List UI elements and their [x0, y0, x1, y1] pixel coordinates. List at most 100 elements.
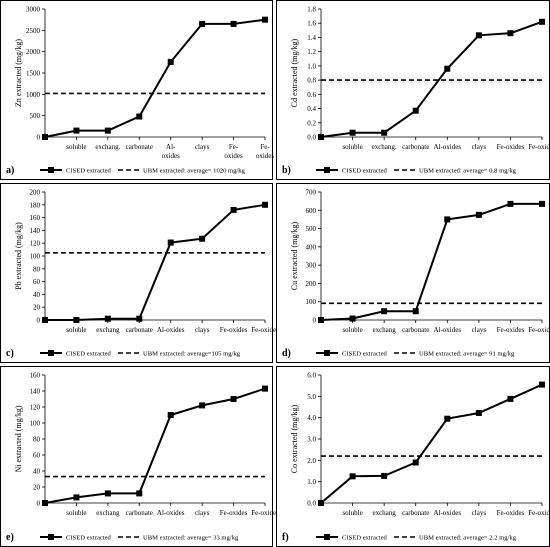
chart-panel-1: 0 500 1000 1500 2000 2500 3000 soluble exchang. c… — [0, 0, 274, 180]
data-point — [381, 129, 388, 136]
legend-label-ubm: UBM extracted: average=105 mg/kg — [143, 351, 241, 358]
y-tick-label: 1500 — [26, 70, 41, 78]
data-point — [167, 58, 174, 65]
x-tick-label: Fe-oxides — [497, 326, 525, 334]
x-tick-label: Fe-oxides — [251, 326, 279, 334]
y-tick-label: 20 — [33, 484, 41, 492]
legend-solid-marker — [48, 350, 54, 356]
data-point — [42, 134, 48, 140]
chart-panel-4: 0 100 200 300 400 500 600 700 soluble exchang carb… — [276, 183, 550, 363]
data-point — [444, 65, 451, 72]
y-tick-label: 160 — [30, 372, 41, 380]
x-tick-label: Al-oxides — [433, 143, 461, 151]
data-point — [262, 16, 268, 23]
y-tick-label: 120 — [30, 404, 41, 412]
panel-label: a) — [6, 165, 14, 176]
data-point — [230, 396, 237, 402]
x-tick-label: carbonate — [402, 326, 429, 334]
legend-label-cised: CISED extracted — [342, 535, 388, 542]
legend-label-cised: CISED extracted — [66, 168, 112, 175]
data-point — [73, 494, 80, 501]
y-axis-label: Cu extracted (mg/kg) — [290, 221, 299, 290]
data-point — [349, 129, 356, 136]
y-tick-label: 100 — [30, 253, 41, 261]
x-tick-label: Fe-oxides — [528, 143, 550, 151]
legend-label-ubm: UBM extracted: average= 33 mg/kg — [143, 535, 239, 542]
x-tick-label: soluble — [66, 509, 86, 517]
panel-label: d) — [282, 348, 291, 359]
data-point — [199, 20, 206, 27]
data-point — [73, 317, 80, 323]
data-point — [73, 127, 80, 134]
legend-solid-marker — [324, 167, 330, 173]
data-point — [539, 381, 545, 388]
y-axis-label: Zn extracted (mg/kg) — [14, 39, 23, 107]
y-tick-label: 600 — [306, 207, 317, 215]
legend-label-cised: CISED extracted — [66, 535, 112, 542]
y-tick-label: 0.6 — [307, 91, 316, 99]
data-point — [318, 317, 324, 323]
x-tick-label: carbonate — [126, 509, 153, 517]
data-point — [539, 18, 545, 25]
x-tick-label: Fe-oxides — [220, 509, 248, 517]
data-point — [539, 200, 545, 207]
panel-border — [276, 183, 550, 363]
y-axis-label: Cd extracted (mg/kg) — [290, 38, 299, 107]
data-point — [349, 315, 356, 322]
data-point — [262, 201, 268, 208]
data-point — [318, 134, 324, 140]
legend-solid-marker — [48, 534, 54, 540]
y-tick-label: 300 — [306, 262, 317, 270]
y-axis-label: Pb extracted (mg/kg) — [14, 222, 23, 290]
data-point — [199, 235, 206, 242]
x-tick-label: clays — [195, 326, 210, 334]
x-tick-label: oxides — [224, 152, 243, 160]
y-tick-label: 1000 — [26, 91, 41, 99]
y-tick-label: 5.0 — [307, 393, 316, 401]
x-tick-label: clays — [472, 326, 487, 334]
panel-border — [0, 366, 273, 547]
data-point — [507, 395, 514, 402]
y-tick-label: 500 — [306, 225, 317, 233]
y-tick-label: 700 — [306, 189, 317, 197]
legend-label-cised: CISED extracted — [342, 351, 388, 358]
x-tick-label: clays — [195, 509, 210, 517]
y-tick-label: 2000 — [26, 48, 41, 56]
y-tick-label: 100 — [306, 298, 317, 306]
data-point — [136, 315, 143, 322]
data-point — [104, 490, 111, 497]
chart-panel-6: 0.0 1.0 2.0 3.0 4.0 5.0 6.0 soluble exchang carbo… — [276, 366, 550, 547]
y-tick-label: 200 — [306, 280, 317, 288]
y-tick-label: 0 — [37, 134, 41, 142]
x-tick-label: exchang. — [95, 143, 120, 151]
series-line — [320, 202, 542, 321]
data-point — [318, 500, 324, 506]
data-point — [167, 412, 174, 418]
series-line — [320, 20, 543, 138]
y-tick-label: 80 — [33, 436, 41, 444]
x-tick-label: exchang — [96, 509, 120, 517]
data-point — [230, 206, 237, 213]
x-tick-label: exchang — [372, 326, 396, 334]
x-tick-label: Al-oxides — [433, 509, 461, 517]
data-point — [262, 385, 268, 392]
x-tick-label: exchang — [372, 509, 396, 517]
y-tick-label: 0.0 — [307, 134, 316, 142]
y-tick-label: 140 — [30, 227, 41, 235]
x-tick-label: carbonate — [402, 143, 429, 151]
data-point — [475, 409, 482, 416]
y-tick-label: 1.6 — [307, 20, 316, 28]
data-point — [136, 113, 143, 120]
y-tick-label: 0 — [37, 317, 41, 325]
data-point — [412, 308, 419, 315]
y-tick-label: 3000 — [26, 6, 41, 14]
y-tick-label: 60 — [33, 452, 41, 460]
y-tick-label: 60 — [33, 278, 41, 286]
y-tick-label: 1.4 — [307, 34, 316, 42]
y-tick-label: 180 — [30, 201, 41, 209]
x-tick-label: soluble — [66, 143, 86, 151]
data-point — [230, 20, 237, 27]
y-tick-label: 0.2 — [307, 119, 316, 127]
x-tick-label: exchang — [96, 326, 120, 334]
y-tick-label: 0.0 — [307, 500, 316, 508]
